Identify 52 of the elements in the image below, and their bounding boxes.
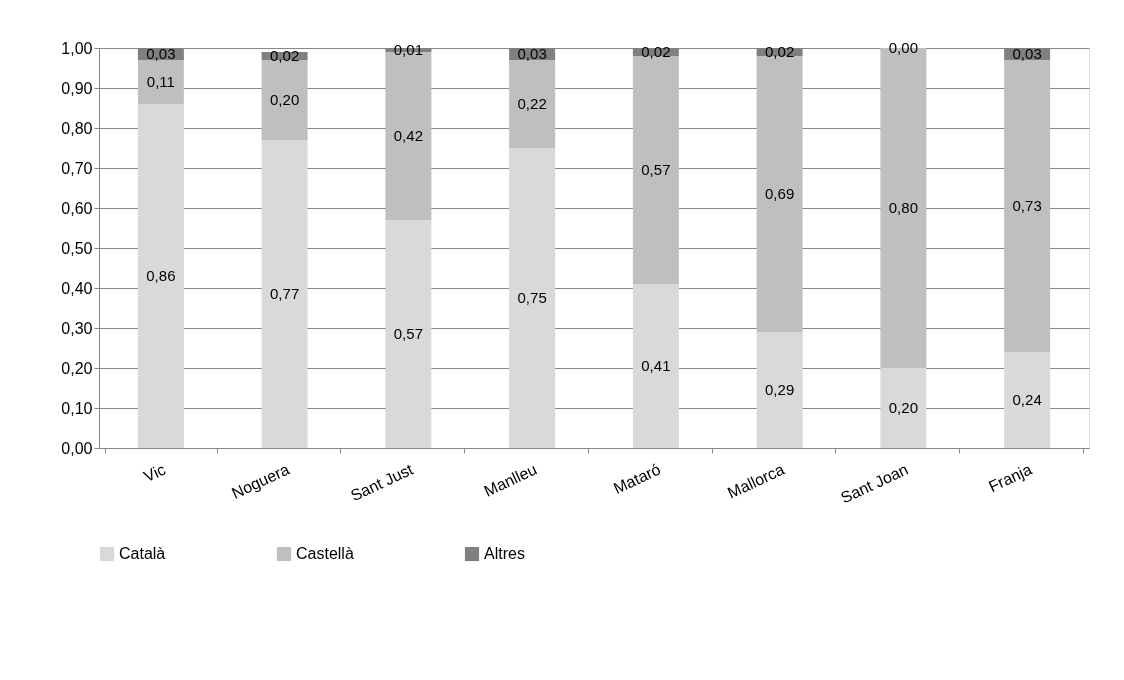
bar	[137, 60, 184, 104]
bar	[509, 60, 556, 148]
bar	[1004, 352, 1051, 448]
data-label: 0,03	[146, 45, 176, 62]
y-tick-label: 0,20	[61, 359, 93, 377]
y-tick-label: 0,00	[61, 439, 93, 457]
y-tick-label: 0,10	[61, 399, 93, 417]
data-label: 0,75	[517, 289, 547, 306]
bar	[261, 140, 308, 448]
data-label: 0,20	[888, 399, 918, 416]
bar	[509, 148, 556, 448]
data-label: 0,73	[1012, 197, 1042, 214]
x-tick-label: Franja	[986, 460, 1035, 496]
data-label: 0,02	[765, 43, 795, 60]
data-label: 0,20	[270, 91, 300, 108]
y-tick-label: 1,00	[61, 39, 93, 57]
legend-label: Castellà	[296, 545, 354, 562]
bar	[632, 284, 679, 448]
data-label: 0,86	[146, 267, 176, 284]
x-tick-label: Sant Joan	[838, 460, 911, 507]
data-label: 0,29	[765, 381, 795, 398]
data-label: 0,11	[146, 73, 175, 90]
y-tick-label: 0,90	[61, 79, 93, 97]
data-label: 0,03	[517, 45, 547, 62]
data-label: 0,69	[765, 185, 795, 202]
legend-label: Català	[119, 545, 166, 562]
data-label: 0,41	[641, 357, 671, 374]
x-tick-label: Sant Just	[348, 460, 417, 505]
y-tick-label: 0,80	[61, 119, 93, 137]
y-tick-label: 0,60	[61, 199, 93, 217]
bar	[137, 104, 184, 448]
bar	[756, 332, 803, 448]
data-label: 0,42	[393, 127, 423, 144]
bar	[880, 368, 927, 448]
data-label: 0,03	[1012, 45, 1042, 62]
bar	[385, 220, 432, 448]
legend-label: Altres	[484, 545, 525, 562]
data-label: 0,00	[888, 39, 918, 56]
x-tick-label: Vic	[141, 460, 169, 486]
y-tick-label: 0,50	[61, 239, 93, 257]
y-tick-label: 0,40	[61, 279, 93, 297]
y-tick-label: 0,70	[61, 159, 93, 177]
data-label: 0,80	[888, 199, 918, 216]
data-label: 0,77	[270, 285, 300, 302]
data-label: 0,57	[641, 161, 671, 178]
data-label: 0,57	[393, 325, 423, 342]
y-tick-label: 0,30	[61, 319, 93, 337]
data-label: 0,24	[1012, 391, 1042, 408]
data-label: 0,02	[641, 43, 671, 60]
bar	[1004, 60, 1051, 352]
data-label: 0,02	[270, 47, 300, 64]
data-label: 0,22	[517, 95, 547, 112]
